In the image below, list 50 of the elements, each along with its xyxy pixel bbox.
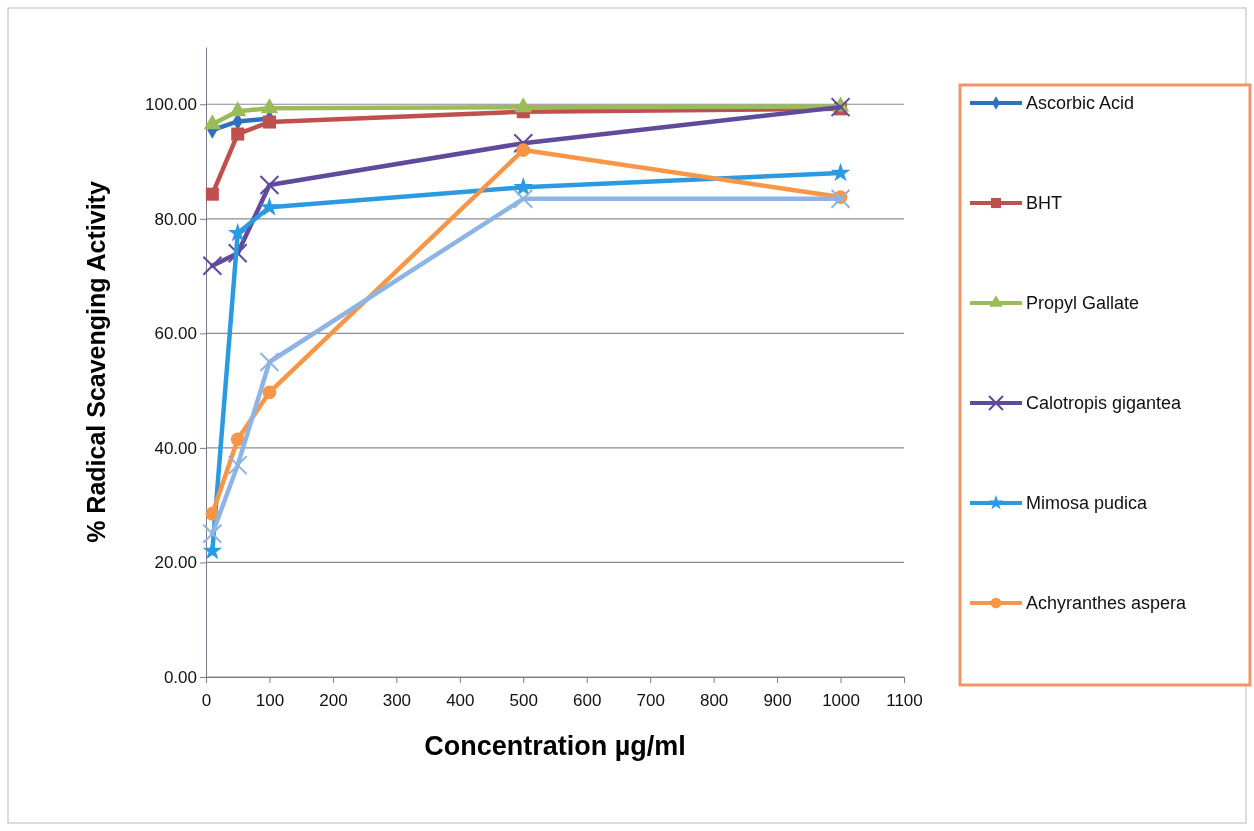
point (230, 432, 245, 447)
x-tick-label: 1000 (822, 691, 860, 711)
x-tick-label: 200 (319, 691, 348, 711)
point (227, 243, 248, 264)
point (229, 101, 247, 117)
x-tick-label: 900 (763, 691, 792, 711)
point (205, 187, 219, 201)
point (830, 97, 851, 118)
point (227, 222, 248, 242)
point (260, 98, 279, 114)
y-tick-label: 0.00 (163, 667, 197, 687)
point (203, 114, 222, 130)
x-axis-title: Concentration µg/ml (424, 731, 686, 761)
legend-label: Achyranthes aspera (1026, 593, 1188, 613)
x-tick-label: 300 (382, 691, 412, 711)
point (227, 455, 248, 476)
x-tick-label: 800 (699, 691, 729, 711)
point (513, 188, 534, 209)
x-tick-label: 400 (446, 691, 475, 711)
point (513, 133, 534, 154)
x-tick-label: 600 (573, 691, 602, 711)
point (262, 385, 277, 400)
point (516, 143, 531, 157)
x-tick-label: 700 (636, 691, 665, 711)
x-tick-label: 0 (201, 691, 212, 711)
y-tick-label: 60.00 (154, 324, 197, 344)
point (202, 523, 223, 544)
legend-label: Ascorbic Acid (1026, 93, 1135, 113)
point (202, 255, 223, 276)
point (259, 197, 280, 216)
x-tick-label: 500 (509, 691, 538, 711)
y-tick-label: 20.00 (154, 553, 197, 573)
point (513, 176, 534, 196)
y-axis-title: % Radical Scavenging Activity (82, 181, 110, 543)
legend-label: Propyl Gallate (1026, 293, 1140, 313)
point (514, 97, 532, 113)
legend-label: Calotropis gigantea (1026, 393, 1183, 413)
y-tick-label: 80.00 (154, 209, 197, 229)
legend-label: BHT (1026, 193, 1062, 213)
legend-label: Mimosa pudica (1026, 493, 1149, 513)
y-tick-label: 40.00 (154, 438, 197, 458)
point (830, 188, 851, 209)
point (830, 162, 851, 182)
y-tick-label: 100.00 (145, 95, 197, 115)
point (259, 175, 280, 196)
point (231, 127, 245, 141)
point (262, 115, 276, 129)
x-tick-label: 1100 (886, 691, 923, 711)
x-tick-label: 100 (255, 691, 285, 711)
point (259, 352, 280, 372)
